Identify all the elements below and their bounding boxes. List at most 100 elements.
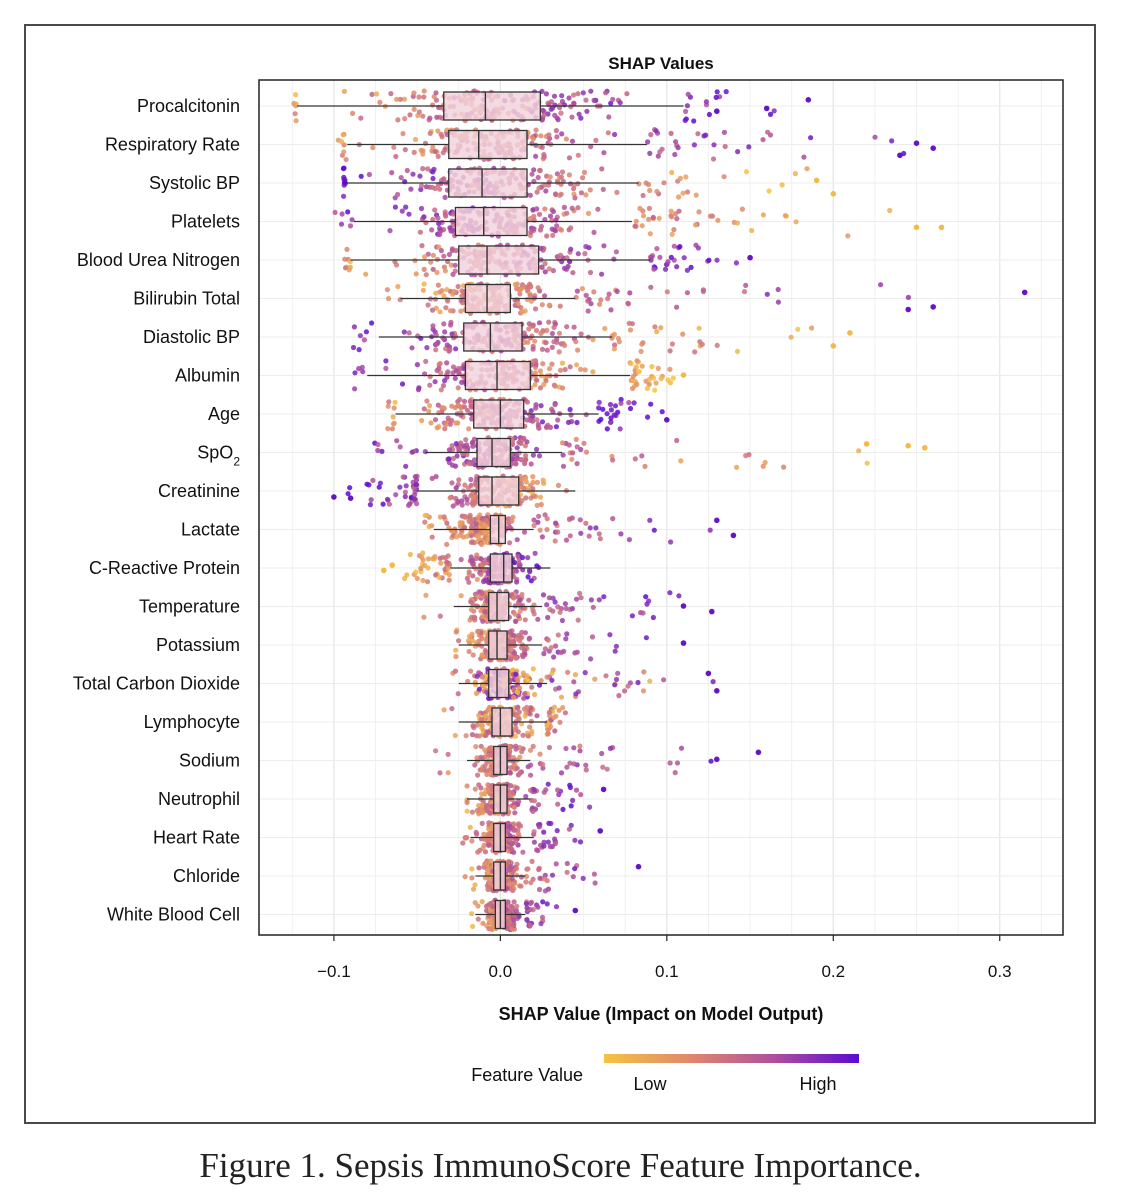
shap-point xyxy=(538,403,544,409)
shap-point xyxy=(549,361,555,367)
shap-point xyxy=(366,171,372,178)
shap-point xyxy=(629,385,636,392)
shap-point xyxy=(508,885,514,892)
shap-point xyxy=(564,869,570,875)
shap-point xyxy=(667,380,674,386)
shap-point xyxy=(358,173,364,179)
shap-point xyxy=(638,348,644,354)
shap-point xyxy=(507,748,513,754)
shap-point xyxy=(708,758,714,764)
shap-point xyxy=(519,309,525,315)
shap-point xyxy=(445,751,451,758)
shap-point xyxy=(540,761,546,767)
shap-point xyxy=(668,208,674,214)
shap-point xyxy=(600,764,606,770)
shap-point xyxy=(585,210,592,216)
shap-point xyxy=(455,385,461,391)
shap-point xyxy=(574,288,581,294)
shap-point xyxy=(658,376,664,382)
shap-point xyxy=(653,128,659,134)
shap-point xyxy=(706,111,713,118)
shap-point xyxy=(596,399,602,405)
shap-point xyxy=(560,452,566,458)
shap-point xyxy=(535,904,541,910)
shap-point xyxy=(471,457,478,463)
shap-point xyxy=(723,89,729,95)
shap-point xyxy=(435,282,441,288)
shap-point xyxy=(591,97,597,103)
shap-point xyxy=(580,175,586,181)
shap-point xyxy=(599,271,605,277)
shap-point xyxy=(582,367,588,373)
feature-label: Lymphocyte xyxy=(144,712,240,732)
shap-point xyxy=(684,267,691,273)
shap-point xyxy=(564,255,570,261)
shap-point xyxy=(443,305,449,311)
shap-point xyxy=(527,567,533,573)
shap-point xyxy=(536,824,543,830)
shap-point xyxy=(535,519,541,525)
shap-point xyxy=(509,518,515,524)
shap-point xyxy=(351,324,357,330)
shap-point xyxy=(522,333,528,339)
shap-point xyxy=(429,534,435,540)
box-iqr xyxy=(464,283,512,314)
shap-point xyxy=(651,266,657,272)
shap-point xyxy=(531,522,537,529)
box-iqr xyxy=(489,514,507,545)
shap-point xyxy=(801,154,807,160)
shap-point xyxy=(413,569,419,575)
shap-point xyxy=(485,536,491,542)
shap-point xyxy=(397,297,403,303)
shap-point xyxy=(542,293,548,299)
shap-point xyxy=(509,904,515,910)
shap-point xyxy=(606,291,612,297)
shap-point xyxy=(674,264,680,270)
shap-point xyxy=(550,608,556,614)
box-iqr xyxy=(478,476,520,506)
shap-point xyxy=(391,420,397,426)
shap-outlier-point xyxy=(930,304,936,310)
shap-point xyxy=(643,594,649,600)
shap-point xyxy=(488,762,494,769)
shap-point xyxy=(515,729,521,735)
shap-point xyxy=(476,733,482,739)
shap-point xyxy=(614,288,620,294)
shap-point xyxy=(341,174,347,180)
shap-point xyxy=(671,243,677,249)
shap-point xyxy=(466,579,472,585)
shap-point xyxy=(411,106,417,112)
shap-point xyxy=(735,149,741,155)
shap-point xyxy=(356,347,362,353)
shap-point xyxy=(406,330,412,336)
shap-point xyxy=(741,289,748,295)
shap-point xyxy=(412,496,418,502)
shap-point xyxy=(427,115,433,121)
shap-point xyxy=(706,257,712,263)
shap-point xyxy=(479,590,485,597)
shap-point xyxy=(696,325,702,331)
shap-point xyxy=(552,538,558,544)
shap-point xyxy=(523,453,529,459)
shap-point xyxy=(341,88,347,94)
shap-point xyxy=(551,654,557,660)
shap-point xyxy=(513,671,519,677)
shap-point xyxy=(443,422,449,428)
shap-point xyxy=(555,801,561,807)
shap-point xyxy=(627,405,634,412)
shap-point xyxy=(600,406,606,412)
shap-point xyxy=(615,670,621,676)
shap-point xyxy=(654,246,660,252)
shap-point xyxy=(461,443,467,449)
shap-point xyxy=(560,385,566,391)
shap-point xyxy=(525,678,531,684)
shap-point xyxy=(624,91,630,97)
shap-point xyxy=(416,109,422,115)
shap-point xyxy=(526,321,532,327)
shap-outlier-point xyxy=(597,828,603,834)
shap-point xyxy=(571,92,577,98)
shap-point xyxy=(564,764,570,770)
shap-point xyxy=(479,899,485,905)
shap-point xyxy=(421,406,427,412)
shap-point xyxy=(447,495,453,501)
